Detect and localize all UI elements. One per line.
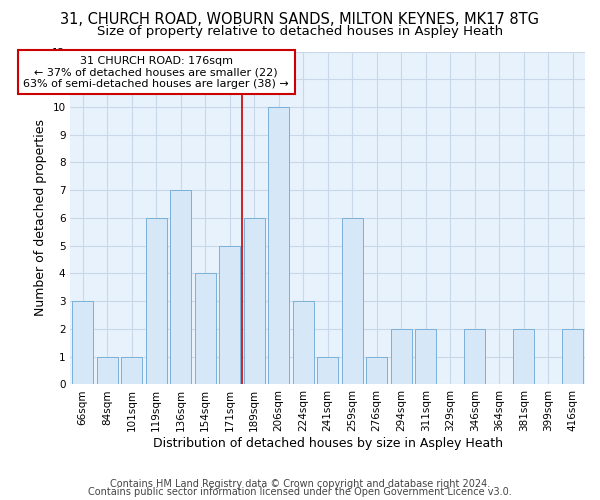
Bar [366,356,387,384]
Text: Contains public sector information licensed under the Open Government Licence v3: Contains public sector information licen… [88,487,512,497]
Bar [514,329,534,384]
Bar [391,329,412,384]
Bar [415,329,436,384]
Bar [72,301,93,384]
Bar [464,329,485,384]
Y-axis label: Number of detached properties: Number of detached properties [34,120,47,316]
Bar [195,274,215,384]
Bar [170,190,191,384]
Bar [219,246,240,384]
Bar [342,218,362,384]
Bar [146,218,167,384]
Bar [268,107,289,384]
Bar [562,329,583,384]
Bar [244,218,265,384]
Text: 31, CHURCH ROAD, WOBURN SANDS, MILTON KEYNES, MK17 8TG: 31, CHURCH ROAD, WOBURN SANDS, MILTON KE… [61,12,539,28]
X-axis label: Distribution of detached houses by size in Aspley Heath: Distribution of detached houses by size … [152,437,503,450]
Bar [121,356,142,384]
Bar [317,356,338,384]
Bar [97,356,118,384]
Text: Contains HM Land Registry data © Crown copyright and database right 2024.: Contains HM Land Registry data © Crown c… [110,479,490,489]
Bar [293,301,314,384]
Text: Size of property relative to detached houses in Aspley Heath: Size of property relative to detached ho… [97,25,503,38]
Text: 31 CHURCH ROAD: 176sqm
← 37% of detached houses are smaller (22)
63% of semi-det: 31 CHURCH ROAD: 176sqm ← 37% of detached… [23,56,289,89]
